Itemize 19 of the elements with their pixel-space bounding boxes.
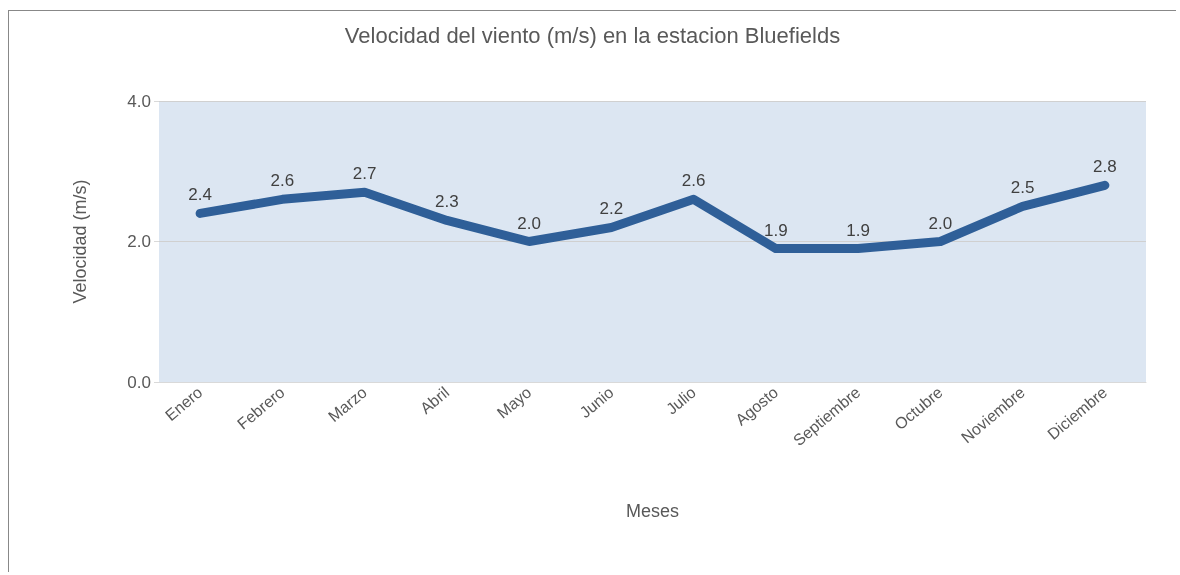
y-tick-label: 2.0: [127, 232, 151, 251]
x-tick-label: Julio: [662, 383, 700, 418]
data-label: 1.9: [846, 220, 870, 240]
data-label: 2.0: [928, 213, 953, 233]
data-label: 2.2: [599, 199, 624, 219]
data-label: 1.9: [764, 220, 788, 240]
y-tick-label: 4.0: [127, 91, 151, 111]
y-tick-label: 0.0: [127, 372, 151, 392]
chart-title: Velocidad del viento (m/s) en la estacion Bluefields: [344, 22, 841, 48]
data-label: 2.6: [681, 171, 706, 191]
y-axis-title: Velocidad (m/s): [70, 179, 90, 304]
data-label: 2.8: [1093, 157, 1117, 177]
data-label: 2.6: [270, 171, 295, 191]
x-axis-title: Meses: [625, 501, 680, 521]
data-label: 2.5: [1010, 178, 1035, 198]
data-label: 2.3: [435, 192, 459, 212]
data-label: 2.0: [517, 213, 541, 233]
data-label: 2.4: [188, 185, 212, 205]
data-label: 2.7: [352, 164, 377, 184]
